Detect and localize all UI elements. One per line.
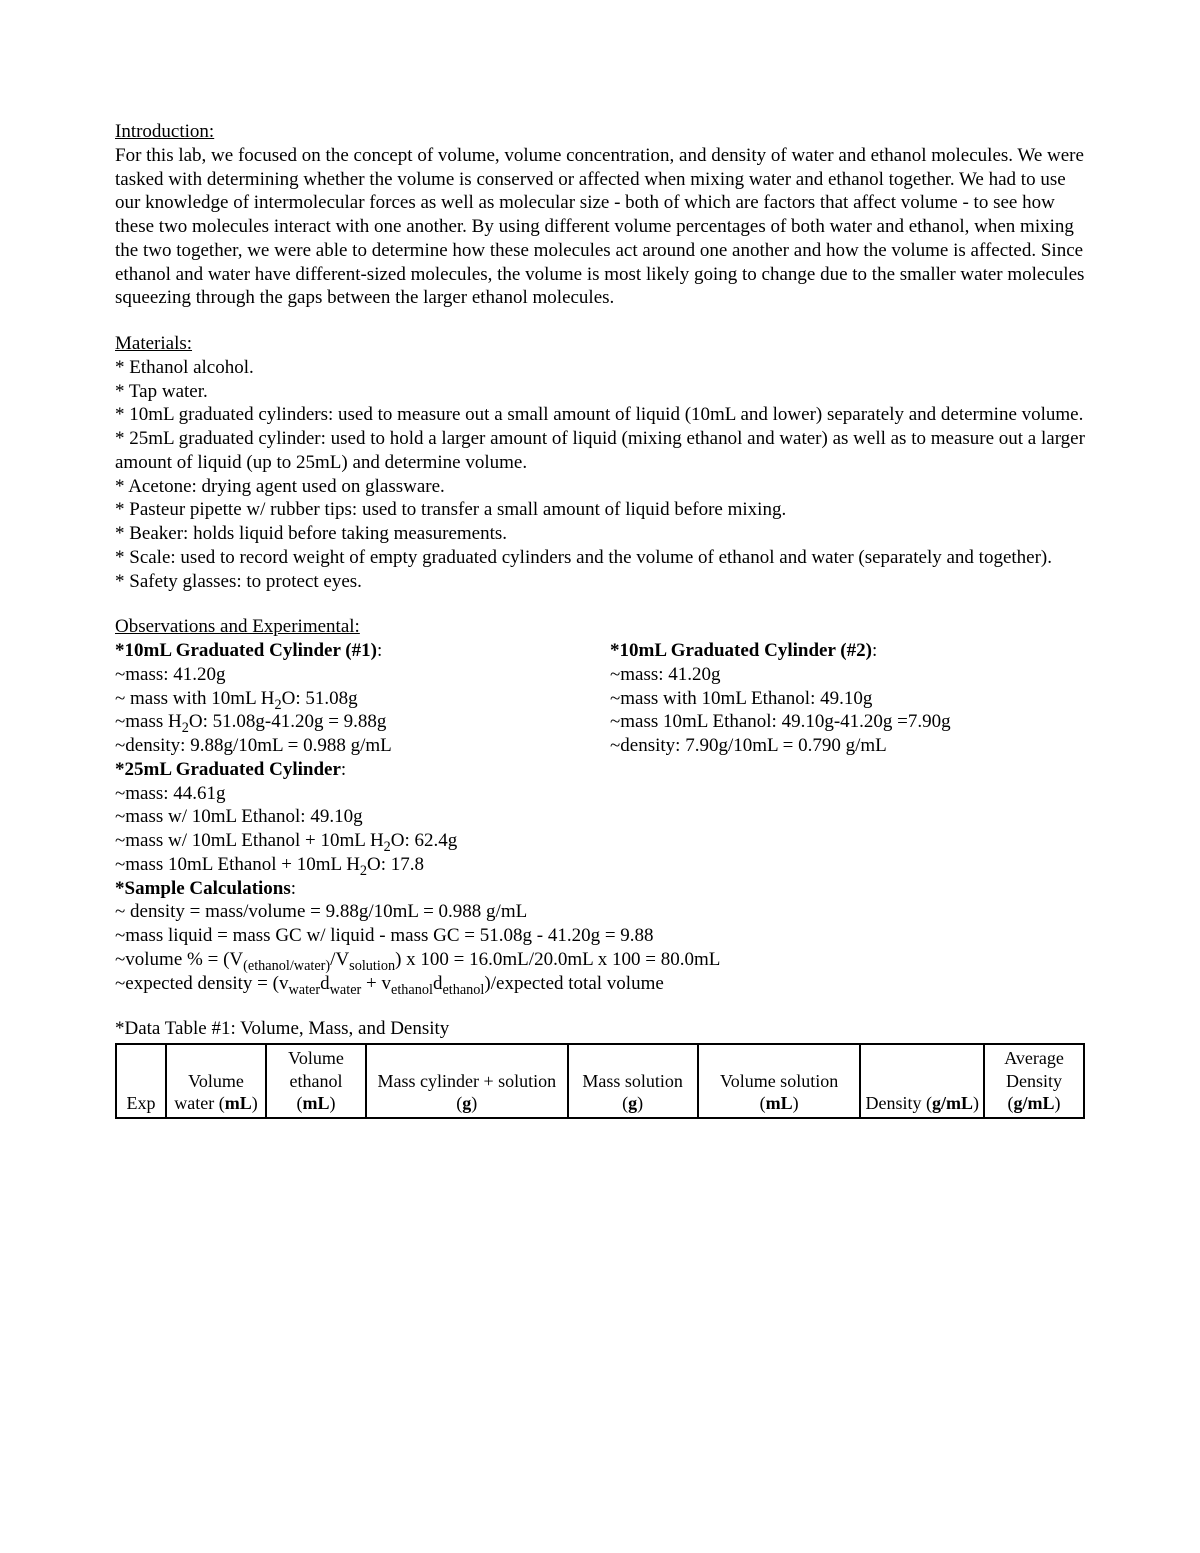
text: ): [330, 1093, 336, 1113]
cyl2-line: ~density: 7.90g/10mL = 0.790 g/mL: [610, 734, 1085, 758]
cyl2-title-colon: :: [872, 640, 877, 661]
materials-item: * Scale: used to record weight of empty …: [115, 546, 1085, 570]
samp-line: ~ density = mass/volume = 9.88g/10mL = 0…: [115, 900, 1085, 924]
samp-line: ~expected density = (vwaterdwater + veth…: [115, 972, 1085, 996]
col-mass-cyl: Mass cylinder + solution (g): [366, 1044, 568, 1118]
col-density: Density (g/mL): [860, 1044, 984, 1118]
section-observations: Observations and Experimental: *10mL Gra…: [115, 615, 1085, 995]
materials-item: * Acetone: drying agent used on glasswar…: [115, 475, 1085, 499]
obs-heading: Observations and Experimental:: [115, 616, 360, 637]
data-table-caption: *Data Table #1: Volume, Mass, and Densit…: [115, 1017, 1085, 1041]
text: O: 62.4g: [391, 830, 458, 851]
subscript: water: [288, 981, 320, 997]
unit: mL: [225, 1093, 252, 1113]
text: ): [637, 1093, 643, 1113]
text: ~mass H: [115, 711, 182, 732]
text: + v: [361, 973, 391, 994]
text: ~mass w/ 10mL Ethanol + 10mL H: [115, 830, 384, 851]
text: )/expected total volume: [484, 973, 663, 994]
text: ): [793, 1093, 799, 1113]
intro-heading: Introduction:: [115, 121, 214, 142]
col-avg-density: Average Density (g/mL): [984, 1044, 1084, 1118]
col-vol-ethanol: Volume ethanol (mL): [266, 1044, 366, 1118]
intro-body: For this lab, we focused on the concept …: [115, 145, 1084, 309]
text: Exp: [127, 1093, 156, 1113]
sample-calculations-block: *Sample Calculations: ~ density = mass/v…: [115, 877, 1085, 996]
cyl25-line: ~mass w/ 10mL Ethanol: 49.10g: [115, 805, 1085, 829]
cyl2-line: ~mass 10mL Ethanol: 49.10g-41.20g =7.90g: [610, 710, 1085, 734]
text: ): [973, 1093, 979, 1113]
materials-item: * 10mL graduated cylinders: used to meas…: [115, 403, 1085, 427]
cyl1-line: ~density: 9.88g/10mL = 0.988 g/mL: [115, 734, 590, 758]
samp-title: *Sample Calculations: [115, 878, 291, 899]
text: ) x 100 = 16.0mL/20.0mL x 100 = 80.0mL: [395, 949, 720, 970]
text: Density (: [865, 1093, 932, 1113]
cyl25-line: ~mass 10mL Ethanol + 10mL H2O: 17.8: [115, 853, 1085, 877]
text: O: 51.08g: [282, 688, 358, 709]
cyl25-title-colon: :: [341, 759, 346, 780]
subscript: ethanol: [391, 981, 433, 997]
unit: g/mL: [1013, 1093, 1054, 1113]
cyl2-line: ~mass: 41.20g: [610, 663, 1085, 687]
cyl25-line: ~mass: 44.61g: [115, 782, 1085, 806]
materials-item: * Beaker: holds liquid before taking mea…: [115, 522, 1085, 546]
materials-item: * 25mL graduated cylinder: used to hold …: [115, 427, 1085, 475]
text: ~expected density = (v: [115, 973, 288, 994]
text: ): [252, 1093, 258, 1113]
text: ~ mass with 10mL H: [115, 688, 274, 709]
cyl25-line: ~mass w/ 10mL Ethanol + 10mL H2O: 62.4g: [115, 829, 1085, 853]
text: O: 51.08g-41.20g = 9.88g: [189, 711, 387, 732]
text: O: 17.8: [367, 854, 424, 875]
unit: g: [462, 1093, 471, 1113]
materials-item: * Pasteur pipette w/ rubber tips: used t…: [115, 498, 1085, 522]
unit: g: [628, 1093, 637, 1113]
cyl1-title-colon: :: [377, 640, 382, 661]
cyl25-title: *25mL Graduated Cylinder: [115, 759, 341, 780]
table-header-row: Exp Volume water (mL) Volume ethanol (mL…: [116, 1044, 1084, 1118]
samp-title-colon: :: [291, 878, 296, 899]
text: ~volume % = (V: [115, 949, 243, 970]
subscript: 2: [360, 863, 367, 879]
cyl1-line: ~mass H2O: 51.08g-41.20g = 9.88g: [115, 710, 590, 734]
text: /V: [330, 949, 349, 970]
materials-item: * Tap water.: [115, 380, 1085, 404]
unit: g/mL: [932, 1093, 973, 1113]
subscript: water: [330, 981, 362, 997]
col-vol-water: Volume water (mL): [166, 1044, 266, 1118]
col-vol-soln: Volume solution (mL): [698, 1044, 861, 1118]
text: ): [471, 1093, 477, 1113]
cyl2-title: *10mL Graduated Cylinder (#2): [610, 640, 872, 661]
section-materials: Materials: * Ethanol alcohol. * Tap wate…: [115, 332, 1085, 593]
text: ): [1055, 1093, 1061, 1113]
cyl1-line: ~mass: 41.20g: [115, 663, 590, 687]
col-exp: Exp: [116, 1044, 166, 1118]
materials-item: * Safety glasses: to protect eyes.: [115, 570, 1085, 594]
unit: mL: [766, 1093, 793, 1113]
cylinder-25-block: *25mL Graduated Cylinder: ~mass: 44.61g …: [115, 758, 1085, 877]
cylinder-2-block: *10mL Graduated Cylinder (#2): ~mass: 41…: [610, 639, 1085, 758]
materials-item: * Ethanol alcohol.: [115, 356, 1085, 380]
data-table-1: Exp Volume water (mL) Volume ethanol (mL…: [115, 1043, 1085, 1119]
samp-line: ~volume % = (V(ethanol/water)/Vsolution)…: [115, 948, 1085, 972]
cyl1-line: ~ mass with 10mL H2O: 51.08g: [115, 687, 590, 711]
samp-line: ~mass liquid = mass GC w/ liquid - mass …: [115, 924, 1085, 948]
cyl1-title: *10mL Graduated Cylinder (#1): [115, 640, 377, 661]
text: ~mass 10mL Ethanol + 10mL H: [115, 854, 360, 875]
subscript: ethanol: [442, 981, 484, 997]
cyl2-line: ~mass with 10mL Ethanol: 49.10g: [610, 687, 1085, 711]
section-introduction: Introduction: For this lab, we focused o…: [115, 120, 1085, 310]
cylinder-1-block: *10mL Graduated Cylinder (#1): ~mass: 41…: [115, 639, 590, 758]
text: d: [320, 973, 330, 994]
col-mass-soln: Mass solution (g): [568, 1044, 698, 1118]
unit: mL: [303, 1093, 330, 1113]
materials-heading: Materials:: [115, 333, 192, 354]
